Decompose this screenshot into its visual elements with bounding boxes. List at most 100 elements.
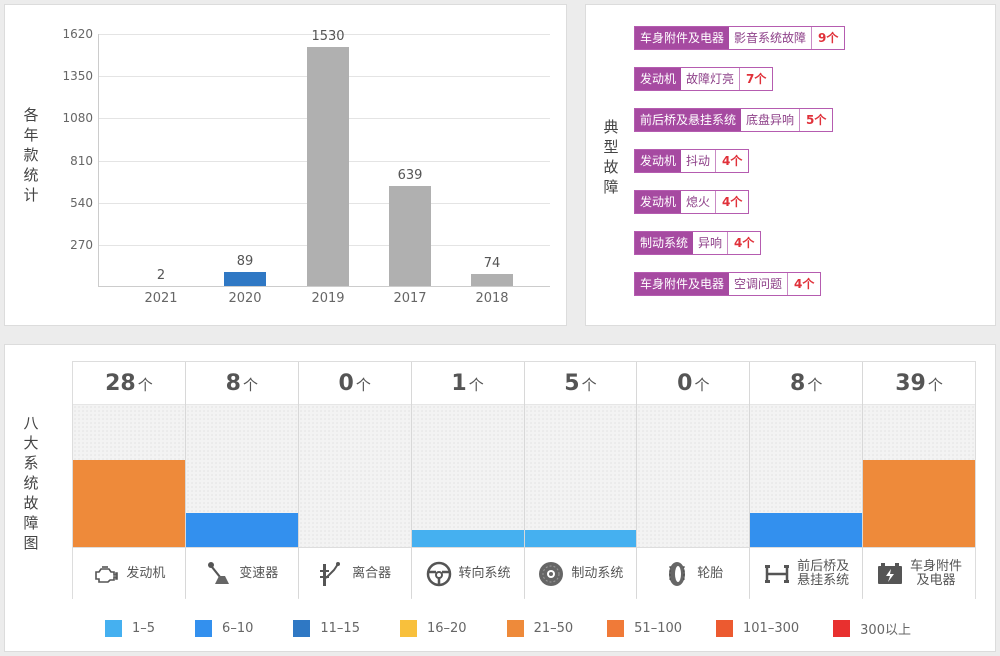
fault-symptom: 抖动 (681, 150, 717, 172)
fault-category: 发动机 (635, 150, 682, 172)
fault-symptom: 故障灯亮 (681, 68, 741, 90)
system-name: 轮胎 (697, 566, 724, 581)
system-column[interactable]: 5 个制动系统 (524, 362, 638, 600)
system-column[interactable]: 0 个离合器 (298, 362, 412, 600)
y-tick-label: 1620 (62, 27, 93, 41)
system-column[interactable]: 8 个变速器 (185, 362, 299, 600)
system-column[interactable]: 1 个转向系统 (411, 362, 525, 600)
y-tick-label: 270 (70, 237, 93, 252)
bar-value-label: 89 (236, 254, 254, 270)
ylabel-char: 计 (23, 186, 39, 204)
fault-tag[interactable]: 发动机 熄火 4个 (634, 190, 750, 214)
fault-symptom: 空调问题 (729, 273, 789, 295)
year-bar[interactable] (224, 272, 266, 286)
system-column[interactable]: 8 个前后桥及 悬挂系统 (750, 362, 864, 600)
count-unit: 个 (581, 376, 597, 394)
suspension-icon (763, 560, 791, 588)
eight-systems-label: 八 大 系 统 故 障 图 (22, 413, 40, 553)
legend-swatch (293, 620, 311, 637)
count-value: 8 (225, 371, 241, 396)
fault-tag[interactable]: 发动机 抖动 4个 (634, 149, 750, 173)
label-char: 系 (23, 454, 39, 472)
system-label: 轮胎 (637, 547, 750, 600)
legend-swatch (506, 620, 524, 637)
tire-icon (663, 560, 691, 588)
label-char: 型 (603, 138, 619, 156)
y-tick-label: 1350 (62, 69, 93, 84)
ylabel-char: 各 (23, 106, 39, 124)
system-label: 制动系统 (524, 547, 637, 600)
count-unit: 个 (355, 376, 371, 394)
system-bar-area (750, 405, 863, 547)
legend-swatch (399, 620, 417, 637)
system-column[interactable]: 28 个发动机 (73, 362, 186, 600)
system-column[interactable]: 0 个轮胎 (637, 362, 751, 600)
x-tick-label: 2021 (144, 291, 178, 306)
fault-category: 车身附件及电器 (635, 27, 730, 49)
count-unit: 个 (694, 376, 710, 394)
fault-tag[interactable]: 车身附件及电器 影音系统故障 9个 (634, 26, 846, 50)
systems-grid: 28 个发动机 8 个变速器 0 个离合器 1 个转向系统 5 个制动系统 0 个轮胎 8 个前后桥及 悬… (72, 361, 976, 600)
system-column[interactable]: 39 个车身附件 及电器 (863, 362, 975, 600)
system-name: 发动机 (126, 566, 166, 581)
legend-label: 101–300 (743, 621, 800, 636)
legend-label: 11–15 (320, 621, 360, 636)
legend-item: 300以上 (833, 619, 911, 638)
fault-count: 4个 (716, 191, 749, 213)
fault-category: 发动机 (635, 191, 682, 213)
bar-value-label: 1530 (311, 29, 345, 45)
system-bar (750, 513, 863, 547)
x-tick-label: 2017 (393, 291, 427, 306)
system-label: 转向系统 (411, 547, 524, 600)
legend: 1–5 6–10 11–15 16–20 21–50 51–100 101–300 300以上 (105, 619, 945, 638)
bar-value-label: 639 (397, 168, 423, 184)
count-value: 5 (564, 371, 580, 396)
legend-item: 16–20 (399, 619, 467, 638)
brake-disc-icon (537, 560, 565, 588)
fault-category: 制动系统 (635, 232, 694, 254)
fault-tag[interactable]: 发动机 故障灯亮 7个 (634, 67, 774, 91)
count-unit: 个 (807, 376, 823, 394)
fault-count: 4个 (728, 232, 761, 254)
legend-swatch (195, 620, 213, 637)
year-stats-panel: 各 年 款 统 计 270 540 810 1080 1350 1620 2 2021 89 20… (4, 4, 567, 326)
system-label: 变速器 (185, 547, 298, 600)
fault-tag[interactable]: 车身附件及电器 空调问题 4个 (634, 272, 822, 296)
count-unit: 个 (927, 376, 943, 394)
legend-item: 11–15 (293, 619, 360, 638)
count-unit: 个 (242, 376, 258, 394)
fault-count: 4个 (716, 150, 749, 172)
fault-count: 7个 (740, 68, 773, 90)
system-bar (524, 530, 637, 547)
system-fault-count: 39 个 (863, 362, 975, 405)
year-bar-chart: 270 540 810 1080 1350 1620 2 2021 89 2020 1530 2019… (62, 27, 550, 306)
fault-tag[interactable]: 前后桥及悬挂系统 底盘异响 5个 (634, 108, 834, 132)
legend-swatch (105, 620, 122, 637)
count-value: 8 (790, 371, 806, 396)
system-name: 制动系统 (571, 566, 624, 581)
gridline (99, 34, 550, 35)
fault-count: 5个 (800, 109, 833, 131)
year-bar[interactable] (307, 47, 349, 286)
label-char: 大 (23, 434, 39, 452)
x-tick-label: 2020 (228, 291, 262, 306)
legend-item: 101–300 (716, 619, 799, 638)
legend-label: 51–100 (634, 621, 683, 636)
system-bar (411, 530, 524, 547)
legend-label: 6–10 (222, 621, 254, 636)
system-name: 离合器 (352, 566, 392, 581)
year-bar[interactable] (389, 186, 431, 286)
fault-tag[interactable]: 制动系统 异响 4个 (634, 231, 762, 255)
battery-icon (876, 560, 904, 588)
system-bar (863, 460, 975, 547)
year-bar[interactable] (471, 274, 513, 286)
count-value: 0 (338, 371, 354, 396)
count-value: 28 (105, 371, 136, 396)
fault-count: 9个 (812, 27, 845, 49)
y-tick-label: 810 (70, 153, 93, 168)
clutch-icon (318, 560, 346, 588)
